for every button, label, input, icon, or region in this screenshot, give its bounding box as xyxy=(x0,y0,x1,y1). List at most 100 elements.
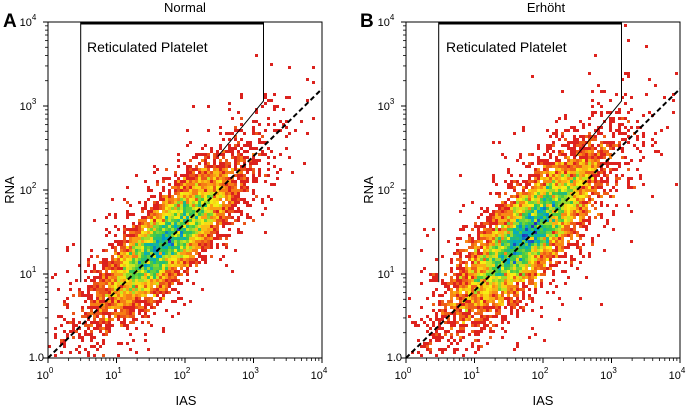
density-cell xyxy=(180,228,183,231)
density-cell xyxy=(519,210,522,213)
density-cell xyxy=(159,297,162,300)
density-cell xyxy=(549,240,552,243)
density-cell xyxy=(564,177,567,180)
density-cell xyxy=(462,285,465,288)
density-cell xyxy=(525,165,528,168)
density-cell xyxy=(231,150,234,153)
density-cell xyxy=(603,141,606,144)
density-cell xyxy=(87,324,90,327)
density-cell xyxy=(231,198,234,201)
density-cell xyxy=(582,216,585,219)
density-cell xyxy=(534,246,537,249)
density-cell xyxy=(525,207,528,210)
density-cell xyxy=(537,255,540,258)
density-cell xyxy=(213,171,216,174)
density-cell xyxy=(153,213,156,216)
density-cell xyxy=(132,264,135,267)
density-cell xyxy=(573,159,576,162)
density-cell xyxy=(474,351,477,354)
density-cell xyxy=(501,279,504,282)
density-cell xyxy=(477,285,480,288)
density-cell xyxy=(126,240,129,243)
density-cell xyxy=(576,231,579,234)
density-cell xyxy=(555,186,558,189)
density-cell xyxy=(165,291,168,294)
density-cell xyxy=(201,189,204,192)
density-cell xyxy=(570,192,573,195)
density-cell xyxy=(192,261,195,264)
density-cell xyxy=(264,129,267,132)
density-cell xyxy=(114,288,117,291)
density-cell xyxy=(567,159,570,162)
density-cell xyxy=(150,249,153,252)
density-cell xyxy=(96,312,99,315)
density-cell xyxy=(531,246,534,249)
density-cell xyxy=(525,240,528,243)
density-cell xyxy=(462,318,465,321)
density-cell xyxy=(174,264,177,267)
density-cell xyxy=(510,225,513,228)
density-cell xyxy=(192,171,195,174)
density-cell xyxy=(555,192,558,195)
density-cell xyxy=(552,189,555,192)
density-cell xyxy=(165,204,168,207)
density-cell xyxy=(552,234,555,237)
density-cell xyxy=(537,201,540,204)
density-cell xyxy=(504,201,507,204)
density-cell xyxy=(522,204,525,207)
density-cell xyxy=(87,297,90,300)
density-cell xyxy=(546,144,549,147)
density-cell xyxy=(600,204,603,207)
density-cell xyxy=(138,312,141,315)
density-cell xyxy=(177,213,180,216)
density-cell xyxy=(180,246,183,249)
density-cell xyxy=(201,231,204,234)
density-cell xyxy=(549,231,552,234)
density-cell xyxy=(513,264,516,267)
density-cell xyxy=(525,210,528,213)
density-cell xyxy=(522,201,525,204)
density-cell xyxy=(489,297,492,300)
density-cell xyxy=(630,177,633,180)
density-cell xyxy=(195,177,198,180)
density-cell xyxy=(219,162,222,165)
density-cell xyxy=(153,288,156,291)
density-cell xyxy=(531,240,534,243)
density-cell xyxy=(180,267,183,270)
density-cell xyxy=(585,135,588,138)
density-cell xyxy=(534,222,537,225)
density-cell xyxy=(90,288,93,291)
density-cell xyxy=(519,213,522,216)
density-cell xyxy=(591,111,594,114)
density-cell xyxy=(528,162,531,165)
density-cell xyxy=(627,186,630,189)
density-cell xyxy=(480,267,483,270)
density-cell xyxy=(606,150,609,153)
density-cell xyxy=(288,156,291,159)
density-cell xyxy=(474,297,477,300)
density-cell xyxy=(546,204,549,207)
density-cell xyxy=(573,183,576,186)
density-cell xyxy=(285,96,288,99)
density-cell xyxy=(192,180,195,183)
density-cell xyxy=(528,180,531,183)
density-cell xyxy=(540,258,543,261)
density-cell xyxy=(72,243,75,246)
density-cell xyxy=(555,249,558,252)
density-cell xyxy=(147,237,150,240)
density-cell xyxy=(489,276,492,279)
density-cell xyxy=(489,300,492,303)
density-cell xyxy=(207,168,210,171)
density-cell xyxy=(141,234,144,237)
density-cell xyxy=(186,249,189,252)
density-cell xyxy=(471,288,474,291)
density-cell xyxy=(576,150,579,153)
density-cell xyxy=(135,294,138,297)
density-cell xyxy=(567,228,570,231)
density-cell xyxy=(513,240,516,243)
density-cell xyxy=(456,273,459,276)
density-cell xyxy=(495,267,498,270)
density-cell xyxy=(153,234,156,237)
density-cell xyxy=(144,282,147,285)
density-cell xyxy=(63,345,66,348)
